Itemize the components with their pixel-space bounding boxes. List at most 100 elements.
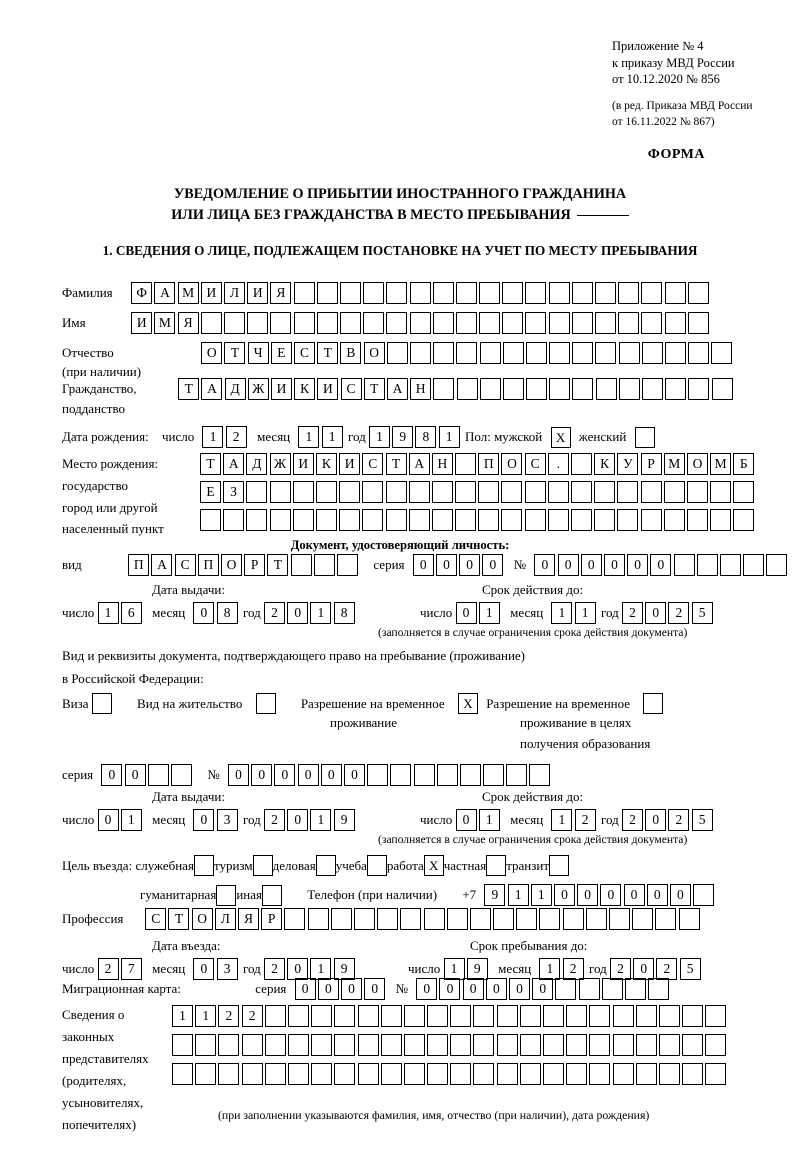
representatives-row-1-14[interactable] [496, 1005, 518, 1027]
patronymic-boxes-20[interactable] [665, 342, 686, 364]
representatives-row-1-20[interactable] [635, 1005, 657, 1027]
birthplace-row-1-21[interactable]: О [686, 453, 708, 475]
representatives-row-2-7[interactable] [334, 1034, 356, 1056]
stay-number-boxes-10[interactable] [459, 764, 481, 786]
birthplace-row-1-2[interactable]: Д [246, 453, 268, 475]
entry-year-boxes-0[interactable]: 2 [264, 958, 286, 980]
stay-number-boxes-8[interactable] [413, 764, 435, 786]
stayuntil-year-boxes-1[interactable]: 0 [633, 958, 655, 980]
doc-valid-day-boxes-1[interactable]: 1 [478, 602, 500, 624]
migration-number-boxes-3[interactable]: 0 [485, 978, 507, 1000]
representatives-row-3-20[interactable] [635, 1063, 657, 1085]
phone-boxes-5[interactable]: 0 [600, 884, 622, 906]
purpose-items-2[interactable]: гуманитарная иная [140, 884, 282, 906]
representatives-row-1-1[interactable]: 1 [195, 1005, 217, 1027]
entry-month-boxes-0[interactable]: 0 [193, 958, 215, 980]
representatives-row-3-0[interactable] [172, 1063, 193, 1085]
migration-number-boxes-10[interactable] [648, 978, 670, 1000]
doc-number-boxes-2[interactable]: 0 [580, 554, 602, 576]
citizenship-boxes-21[interactable] [665, 378, 687, 400]
birthplace-row-1-11[interactable] [455, 453, 477, 475]
doc-issue-month-boxes-1[interactable]: 8 [216, 602, 238, 624]
surname-boxes-1[interactable]: А [154, 282, 176, 304]
patronymic-boxes-13[interactable] [502, 342, 524, 364]
representatives-row-2-2[interactable] [218, 1034, 240, 1056]
representatives-row-1-2[interactable]: 2 [218, 1005, 240, 1027]
surname-boxes-19[interactable] [571, 282, 593, 304]
birthplace-row-3-19[interactable] [640, 509, 662, 531]
surname-boxes-0[interactable]: Ф [131, 282, 153, 304]
citizenship-boxes-11[interactable] [433, 378, 455, 400]
stay-number-boxes-5[interactable]: 0 [343, 764, 365, 786]
entry-year-boxes-1[interactable]: 0 [287, 958, 309, 980]
birthplace-row-2-5[interactable] [315, 481, 337, 503]
patronymic-boxes-3[interactable]: Е [270, 342, 292, 364]
birthplace-row-1-1[interactable]: А [223, 453, 245, 475]
representatives-row-1-22[interactable] [682, 1005, 704, 1027]
birthplace-row-2-15[interactable] [547, 481, 569, 503]
citizenship-boxes-19[interactable] [618, 378, 640, 400]
birthplace-row-2-12[interactable] [478, 481, 500, 503]
representatives-row-1-11[interactable] [427, 1005, 449, 1027]
entry-year-boxes-3[interactable]: 9 [333, 958, 355, 980]
birthplace-row-1-17[interactable]: К [594, 453, 616, 475]
birthplace-row-3-14[interactable] [524, 509, 546, 531]
entry-year-boxes-2[interactable]: 1 [310, 958, 332, 980]
birthplace-row-1-9[interactable]: А [408, 453, 430, 475]
representatives-row-2-22[interactable] [682, 1034, 704, 1056]
representatives-row-2-18[interactable] [589, 1034, 611, 1056]
stay-series-boxes-0[interactable]: 0 [101, 764, 123, 786]
representatives-row-1-0[interactable]: 1 [172, 1005, 193, 1027]
representatives-row-1-23[interactable] [705, 1005, 727, 1027]
doc-number-boxes-10[interactable] [766, 554, 788, 576]
doc-type-boxes-4[interactable]: О [221, 554, 242, 576]
citizenship-boxes-16[interactable] [549, 378, 571, 400]
representatives-row-3-2[interactable] [218, 1063, 240, 1085]
migration-number-boxes-6[interactable] [555, 978, 577, 1000]
stayuntil-month-boxes-0[interactable]: 1 [539, 958, 561, 980]
stay-valid-month-boxes-1[interactable]: 2 [574, 809, 596, 831]
surname-boxes-14[interactable] [455, 282, 477, 304]
doc-number-boxes-3[interactable]: 0 [603, 554, 625, 576]
firstname-boxes-4[interactable] [224, 312, 245, 334]
birthplace-row-1-14[interactable]: С [524, 453, 546, 475]
representatives-row-3-15[interactable] [519, 1063, 541, 1085]
doc-series-boxes-0[interactable]: 0 [412, 554, 434, 576]
birthdate-year-boxes-3[interactable]: 1 [438, 426, 460, 448]
firstname-boxes-24[interactable] [687, 312, 709, 334]
profession-boxes-23[interactable] [678, 908, 700, 930]
representatives-row-1-19[interactable] [612, 1005, 634, 1027]
representatives-row-2-23[interactable] [705, 1034, 727, 1056]
birthplace-row-2-7[interactable] [362, 481, 384, 503]
birthplace-row-3-13[interactable] [501, 509, 523, 531]
doc-number-boxes-6[interactable] [673, 554, 695, 576]
patronymic-boxes-15[interactable] [549, 342, 571, 364]
phone-boxes-1[interactable]: 1 [507, 884, 529, 906]
representatives-row-2-1[interactable] [195, 1034, 217, 1056]
profession-boxes-10[interactable] [377, 908, 399, 930]
birthplace-row-3-16[interactable] [571, 509, 592, 531]
firstname-boxes-16[interactable] [502, 312, 524, 334]
surname-boxes-23[interactable] [664, 282, 686, 304]
purpose-items[interactable]: служебная туризм деловая учеба работа X … [135, 855, 570, 876]
birthplace-row-2-18[interactable] [617, 481, 639, 503]
stayuntil-year-boxes-0[interactable]: 2 [610, 958, 632, 980]
migration-number-boxes-7[interactable] [578, 978, 600, 1000]
birthplace-row-1-12[interactable]: П [478, 453, 500, 475]
citizenship-boxes-14[interactable] [502, 378, 524, 400]
stay-number-boxes-1[interactable]: 0 [251, 764, 273, 786]
citizenship-boxes-20[interactable] [642, 378, 663, 400]
firstname-boxes-15[interactable] [479, 312, 501, 334]
firstname-boxes-13[interactable] [432, 312, 454, 334]
representatives-row-1-13[interactable] [473, 1005, 495, 1027]
surname-boxes-22[interactable] [641, 282, 663, 304]
doc-type-boxes-3[interactable]: П [197, 554, 219, 576]
profession-boxes-9[interactable] [353, 908, 375, 930]
